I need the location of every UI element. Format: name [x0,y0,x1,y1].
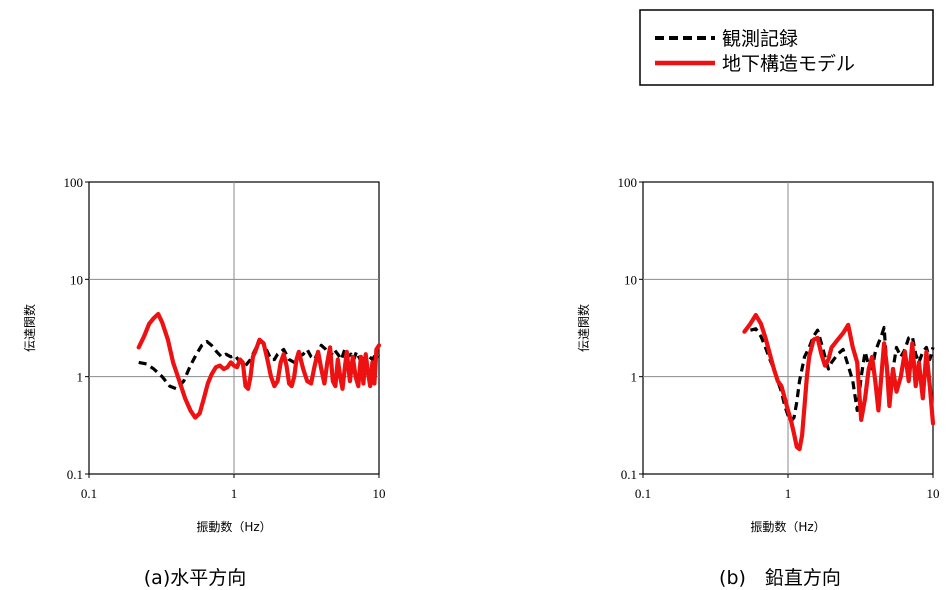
grid-horizontal [89,182,379,474]
chart-panel-horizontal: 0.1 1 10 0.1 1 10 100 伝達関数 振動数（Hz） (a)水平方向 [22,175,386,589]
y-tick-label: 100 [618,175,638,190]
y-tick-label: 10 [624,272,637,287]
x-tick-label: 0.1 [635,486,651,501]
x-tick-label: 10 [373,486,386,501]
y-tick-label: 1 [77,370,84,385]
x-tick-label: 0.1 [81,486,97,501]
grid-vertical [643,182,933,474]
legend-label-observed: 観測記録 [722,28,798,50]
chart-panel-vertical: 0.1 1 10 0.1 1 10 100 伝達関数 振動数（Hz） (b) 鉛直方向 [576,175,940,589]
ticks-horizontal: 0.1 1 10 0.1 1 10 100 [64,175,386,501]
legend-box [639,9,934,86]
series-line-observed [749,325,935,423]
legend: 観測記録 地下構造モデル [639,9,934,86]
legend-label-model: 地下構造モデル [722,53,855,75]
x-tick-label: 1 [785,486,792,501]
x-axis-label-horizontal: 振動数（Hz） [196,519,271,534]
x-axis-label-vertical: 振動数（Hz） [750,519,825,534]
caption-horizontal: (a)水平方向 [144,567,246,589]
y-tick-label: 0.1 [621,467,637,482]
y-axis-label-horizontal: 伝達関数 [22,304,37,352]
ticks-vertical: 0.1 1 10 0.1 1 10 100 [618,175,940,501]
series-line-model [136,311,381,420]
x-tick-label: 10 [927,486,940,501]
series-line-model [742,312,935,452]
y-tick-label: 0.1 [67,467,83,482]
caption-vertical: (b) 鉛直方向 [719,567,841,589]
series-line-observed [138,339,381,391]
x-tick-label: 1 [231,486,238,501]
series-group-horizontal [136,311,381,420]
y-tick-label: 10 [70,272,83,287]
y-axis-label-vertical: 伝達関数 [576,304,591,352]
series-group-vertical [742,312,935,452]
y-tick-label: 1 [631,370,638,385]
y-tick-label: 100 [64,175,84,190]
